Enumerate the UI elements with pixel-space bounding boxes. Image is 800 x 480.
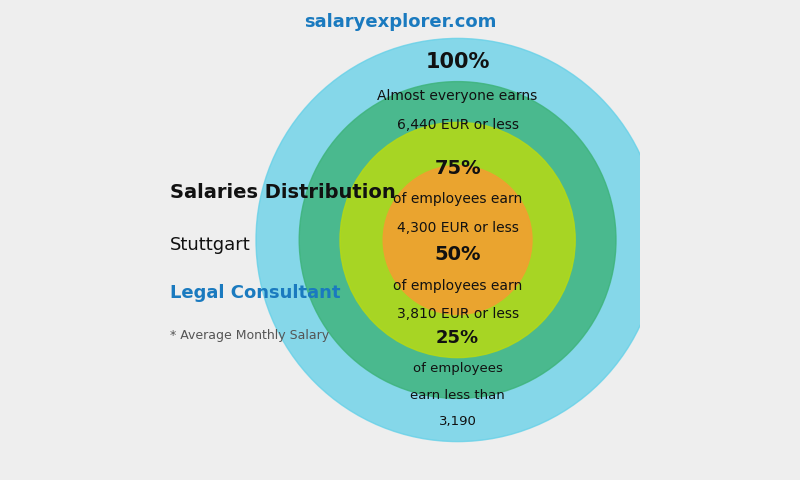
Circle shape — [383, 166, 532, 314]
Text: Almost everyone earns: Almost everyone earns — [378, 89, 538, 103]
Text: 4,300 EUR or less: 4,300 EUR or less — [397, 221, 518, 235]
Text: salaryexplorer.com: salaryexplorer.com — [304, 12, 496, 31]
Text: 3,810 EUR or less: 3,810 EUR or less — [397, 307, 518, 322]
Text: Salaries Distribution: Salaries Distribution — [170, 182, 395, 202]
Text: 6,440 EUR or less: 6,440 EUR or less — [397, 118, 518, 132]
Text: of employees earn: of employees earn — [393, 278, 522, 293]
Circle shape — [299, 82, 616, 398]
Text: 50%: 50% — [434, 245, 481, 264]
Circle shape — [256, 38, 659, 442]
Text: * Average Monthly Salary: * Average Monthly Salary — [170, 329, 329, 343]
Text: Stuttgart: Stuttgart — [170, 236, 250, 254]
Text: Legal Consultant: Legal Consultant — [170, 284, 340, 302]
Text: 75%: 75% — [434, 158, 481, 178]
Text: earn less than: earn less than — [410, 388, 505, 402]
Text: 3,190: 3,190 — [438, 415, 477, 429]
Text: of employees earn: of employees earn — [393, 192, 522, 206]
Text: of employees: of employees — [413, 361, 502, 375]
Circle shape — [340, 122, 575, 358]
Text: 25%: 25% — [436, 329, 479, 348]
Text: 100%: 100% — [426, 52, 490, 72]
